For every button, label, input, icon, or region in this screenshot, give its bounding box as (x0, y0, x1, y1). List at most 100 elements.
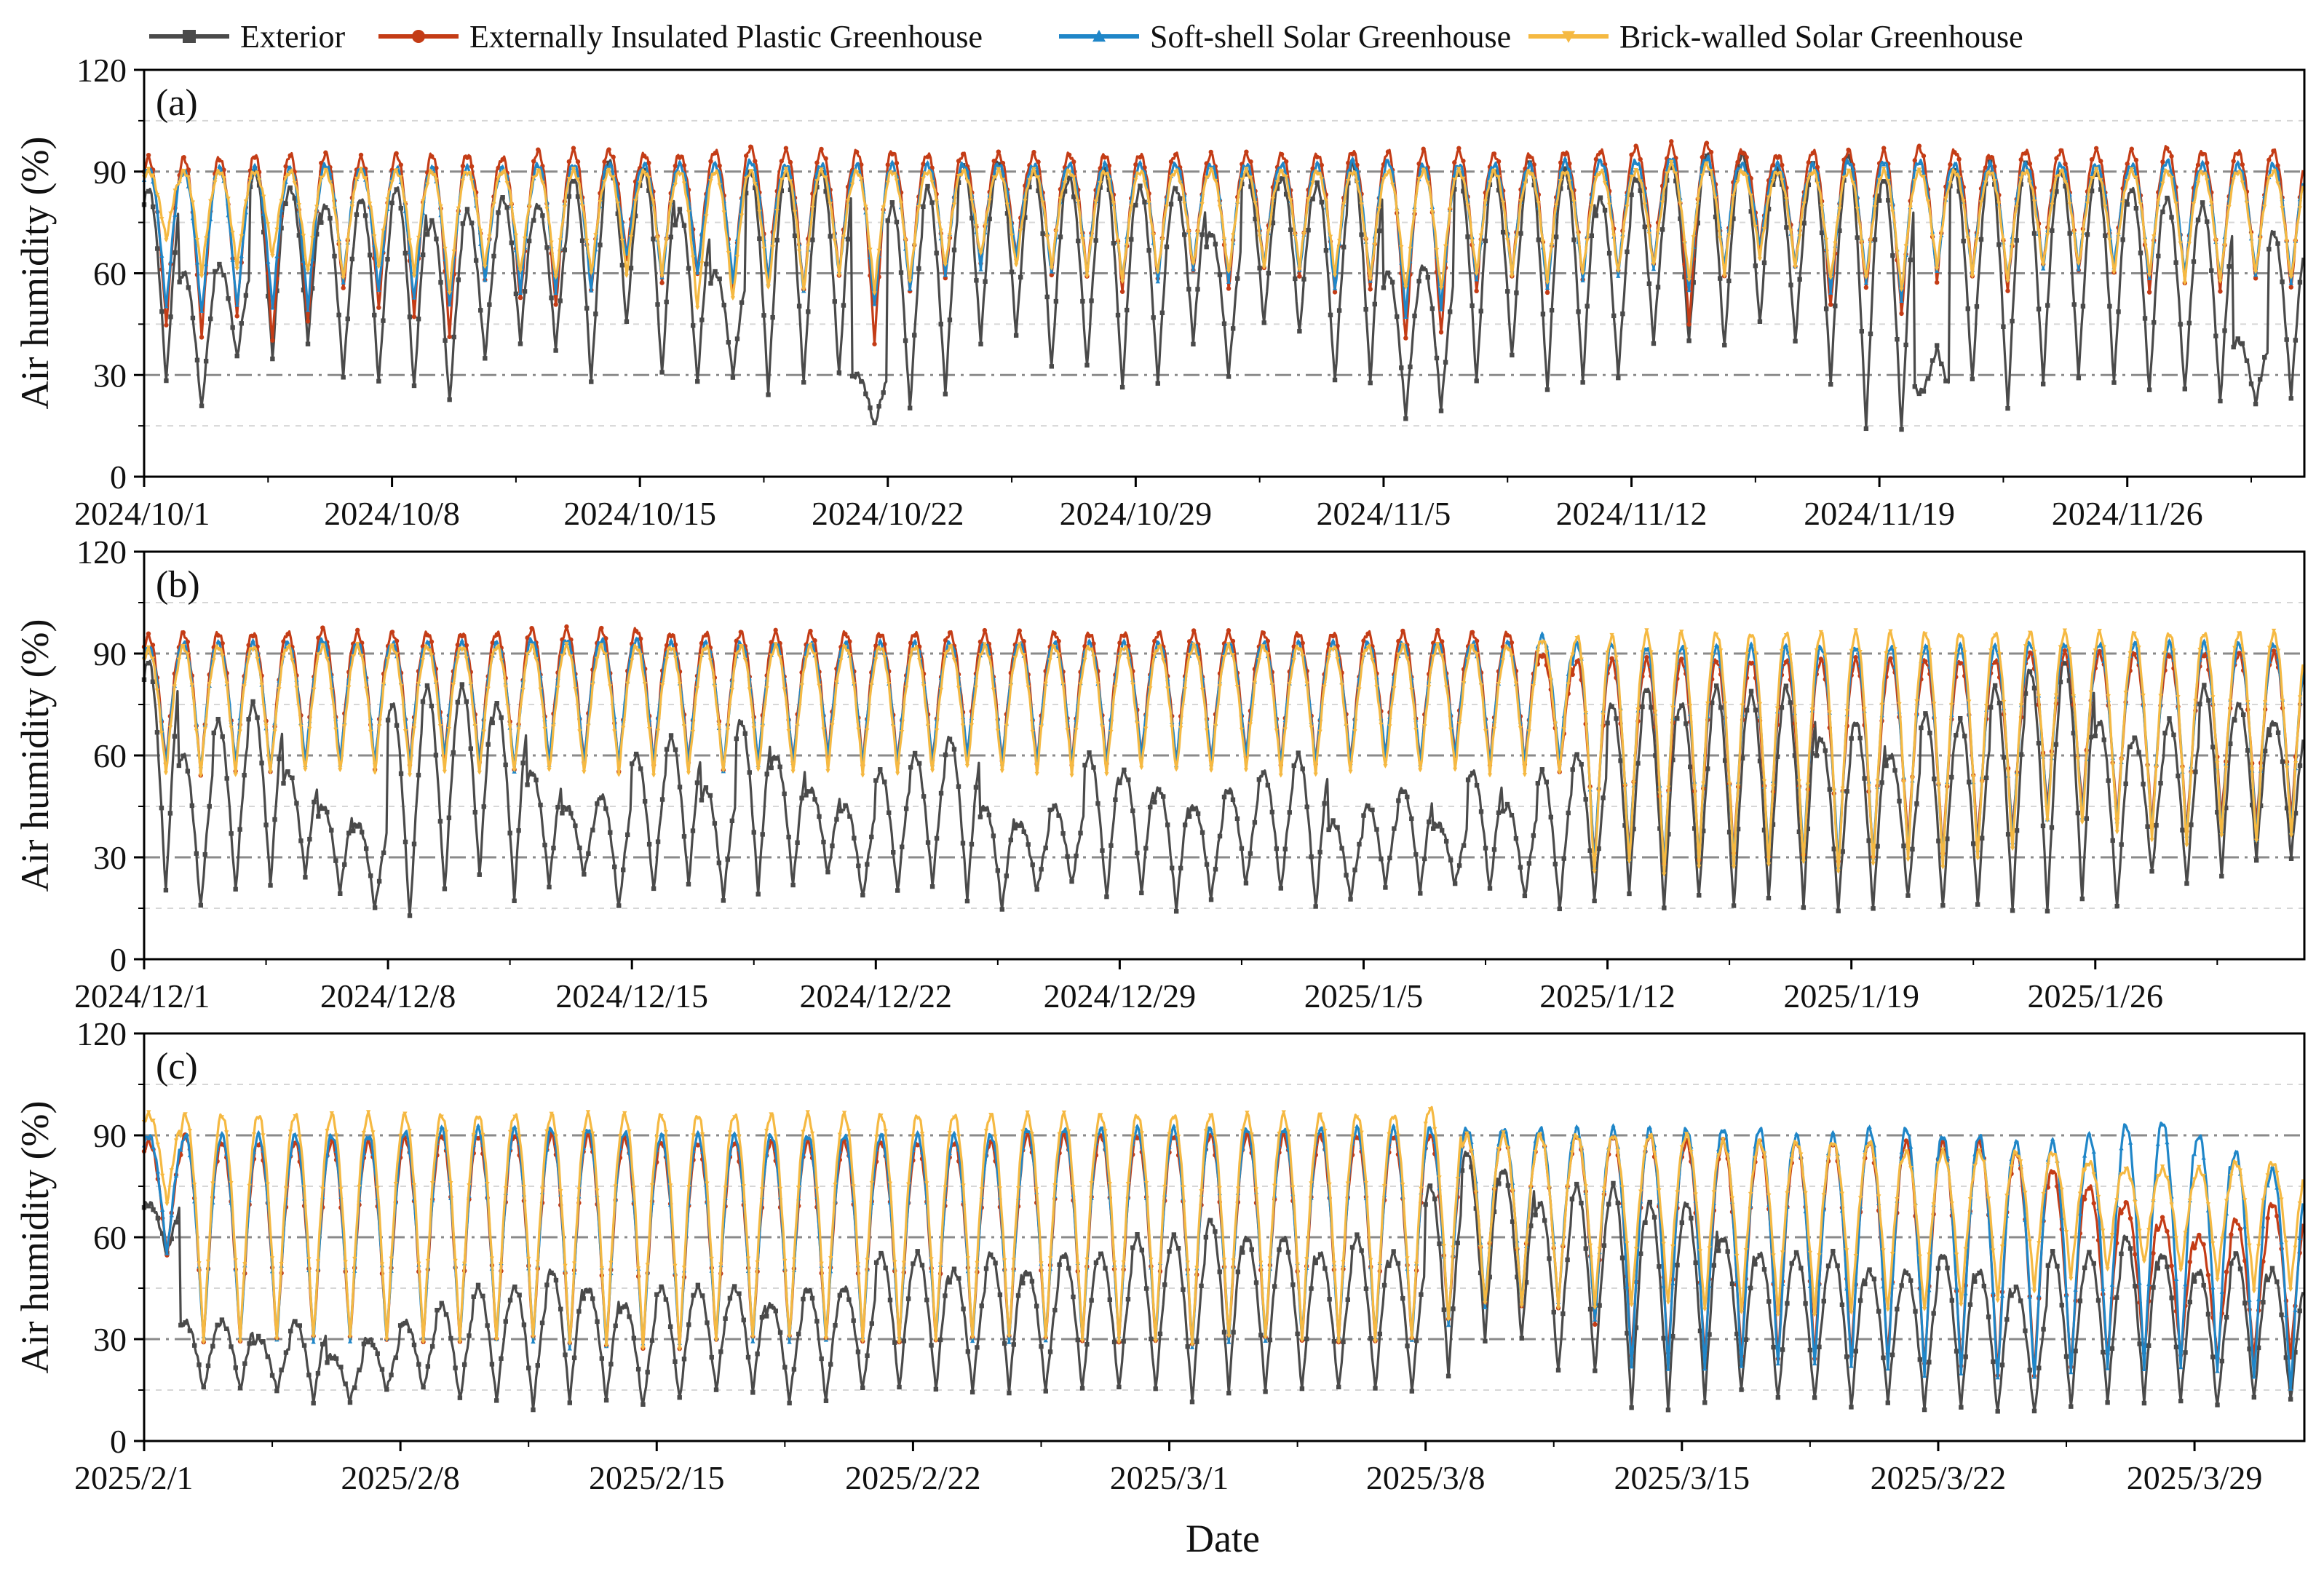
series-point (181, 168, 186, 173)
series-point (1614, 716, 1619, 721)
series-point (2045, 1185, 2051, 1190)
series-point (1281, 1237, 1286, 1242)
series-point (1300, 766, 1305, 771)
series-point (1713, 643, 1719, 648)
series-point (1441, 1307, 1447, 1312)
series-point (1020, 1280, 1026, 1286)
series-point (1853, 722, 1858, 727)
series-point (1914, 699, 1919, 704)
series-point (1350, 151, 1355, 156)
series-point (956, 158, 961, 164)
series-point (977, 653, 983, 658)
series-point (564, 641, 569, 646)
series-point (912, 750, 918, 756)
series-point (1143, 1286, 1149, 1291)
series-point (668, 638, 674, 643)
series-point (2240, 180, 2245, 186)
series-point (1633, 167, 1638, 172)
series-point (2275, 241, 2280, 246)
series-point (2178, 322, 2183, 327)
series-point (659, 280, 665, 285)
series-point (1867, 1267, 1872, 1272)
series-point (1629, 174, 1634, 179)
series-point (1913, 1309, 1918, 1314)
series-point (473, 258, 479, 263)
series-point (2206, 651, 2211, 655)
series-point (246, 643, 251, 648)
series-point (2014, 205, 2019, 210)
series-point (1647, 1199, 1652, 1205)
series-point (164, 378, 169, 384)
series-point (150, 643, 156, 648)
series-point (1361, 813, 1366, 818)
series-point (1399, 365, 1404, 370)
series-point (1213, 723, 1218, 729)
series-point (792, 233, 798, 239)
series-point (1934, 343, 1940, 348)
series-point (891, 850, 896, 855)
series-point (1912, 158, 1917, 163)
series-point (695, 1282, 701, 1288)
series-point (1306, 228, 1311, 233)
series-point (1061, 1254, 1067, 1259)
series-point (194, 260, 200, 265)
series-point (1074, 853, 1079, 859)
series-point (673, 656, 678, 661)
series-point (1355, 1232, 1360, 1237)
series-point (1283, 174, 1289, 179)
series-point (2067, 231, 2072, 236)
series-point (290, 658, 295, 663)
series-point (481, 804, 486, 809)
series-point (425, 231, 430, 237)
series-point (1008, 683, 1013, 688)
series-point (2209, 201, 2214, 206)
series-point (341, 275, 346, 280)
series-point (1171, 1135, 1177, 1140)
series-point (1979, 780, 1985, 785)
series-point (434, 165, 439, 171)
series-point (2200, 172, 2205, 177)
series-point (1066, 162, 1072, 167)
series-point (239, 234, 245, 239)
series-point (1383, 764, 1388, 769)
series-point (1649, 704, 1654, 710)
series-point (1245, 1237, 1250, 1242)
series-point (615, 201, 620, 206)
series-point (2123, 1236, 2128, 1241)
series-point (1500, 658, 1506, 663)
series-point (599, 795, 604, 801)
series-point (2267, 157, 2272, 162)
series-point (1593, 176, 1599, 180)
series-point (1857, 1298, 1863, 1303)
series-point (1383, 885, 1388, 890)
series-point (1138, 159, 1143, 164)
series-point (590, 683, 595, 688)
series-point (1879, 702, 1884, 707)
series-point (892, 1340, 897, 1345)
series-point (1740, 171, 1745, 175)
series-point (270, 356, 275, 362)
series-point (2005, 770, 2011, 775)
series-point (1821, 1298, 1826, 1304)
series-point (1044, 234, 1050, 239)
series-point (1823, 748, 1828, 753)
series-point (446, 727, 452, 731)
series-point (982, 642, 988, 647)
series-point (1748, 688, 1754, 694)
series-point (220, 734, 225, 739)
series-point (1958, 634, 1963, 639)
series-point (1322, 1266, 1328, 1271)
series-point (1983, 165, 1988, 170)
series-point (2176, 695, 2181, 699)
series-point (146, 631, 151, 636)
series-point (256, 183, 262, 188)
series-point (1400, 628, 1405, 634)
series-point (266, 259, 271, 264)
series-point (2173, 202, 2178, 206)
series-point (2224, 1314, 2229, 1320)
series-point (788, 179, 793, 184)
series-point (169, 1236, 174, 1242)
series-point (646, 160, 651, 166)
series-point (202, 852, 207, 857)
series-point (2232, 646, 2237, 651)
